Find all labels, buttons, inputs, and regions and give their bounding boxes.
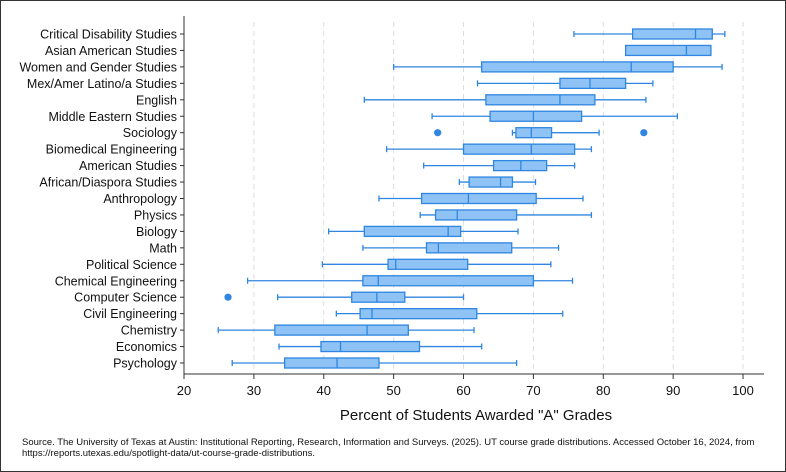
x-tick-label: 20 [177,383,191,398]
box-row [224,291,465,303]
box-row [434,127,648,139]
box [515,127,553,139]
category-labels: Critical Disability Studies Asian America… [19,28,184,371]
category-label: Women and Gender Studies [19,60,177,74]
box [485,94,596,106]
x-tick-label: 50 [386,383,400,398]
box-row [335,307,564,320]
box-row [624,44,712,57]
box [559,77,627,89]
category-label: American Studies [79,159,177,173]
category-label: Anthropology [103,192,177,206]
source-note: Source. The University of Texas at Austi… [22,437,755,459]
box [420,192,537,205]
category-label: Sociology [123,126,178,140]
box-row [476,77,654,89]
category-label: Mex/Amer Latino/a Studies [27,77,177,91]
x-axis-title: Percent of Students Awarded "A" Grades [340,407,612,424]
box [489,110,583,122]
box [320,340,421,353]
category-label: Chemical Engineering [55,274,177,288]
box [425,242,513,254]
category-label: Biomedical Engineering [46,143,177,157]
category-label: Math [149,241,177,255]
box-row [362,242,560,254]
box [631,28,713,40]
box-row [458,176,537,188]
category-label: Political Science [86,258,177,272]
outlier-point [434,129,442,137]
box-row [386,143,593,155]
box-row [431,110,678,122]
category-label: English [136,93,177,107]
x-tick-label: 40 [317,383,331,398]
x-ticks: 20 30 40 50 60 70 80 90 100 [177,374,754,398]
category-label: Biology [136,225,178,239]
box-row [423,159,576,172]
box [468,176,514,188]
x-tick-label: 70 [526,383,540,398]
category-label: Economics [116,340,177,354]
outlier-point [640,129,648,137]
box [434,209,518,221]
category-label: Civil Engineering [83,307,177,321]
x-tick-label: 90 [666,383,680,398]
x-tick-label: 60 [456,383,470,398]
box [387,258,469,270]
category-label: Physics [134,208,177,222]
box-row [363,94,647,106]
box-row [278,340,483,353]
box [492,159,548,172]
category-label: Middle Eastern Studies [48,110,177,124]
axes [183,16,764,375]
x-tick-label: 100 [732,383,754,398]
category-label: Asian American Studies [45,44,177,58]
category-label: Critical Disability Studies [40,28,177,42]
box-row [231,357,518,369]
box [362,275,535,287]
category-label: Computer Science [74,291,177,305]
box-row [217,324,475,336]
box [481,61,674,73]
box-row [573,28,726,40]
x-tick-label: 30 [247,383,261,398]
category-label: Psychology [113,357,178,371]
category-label: African/Diaspora Studies [39,176,177,190]
box-row [392,61,723,73]
box-row [419,209,593,221]
box [624,44,712,57]
box-row [328,225,519,238]
box-row [246,275,574,287]
box-row [378,192,584,205]
box [462,143,576,155]
outlier-point [224,293,232,301]
box [351,291,406,303]
boxes [217,28,726,369]
box-row [321,258,552,270]
category-label: Chemistry [121,324,178,338]
x-tick-label: 80 [596,383,610,398]
box [274,324,409,336]
box [283,357,380,369]
box [359,307,478,320]
box [363,225,462,238]
